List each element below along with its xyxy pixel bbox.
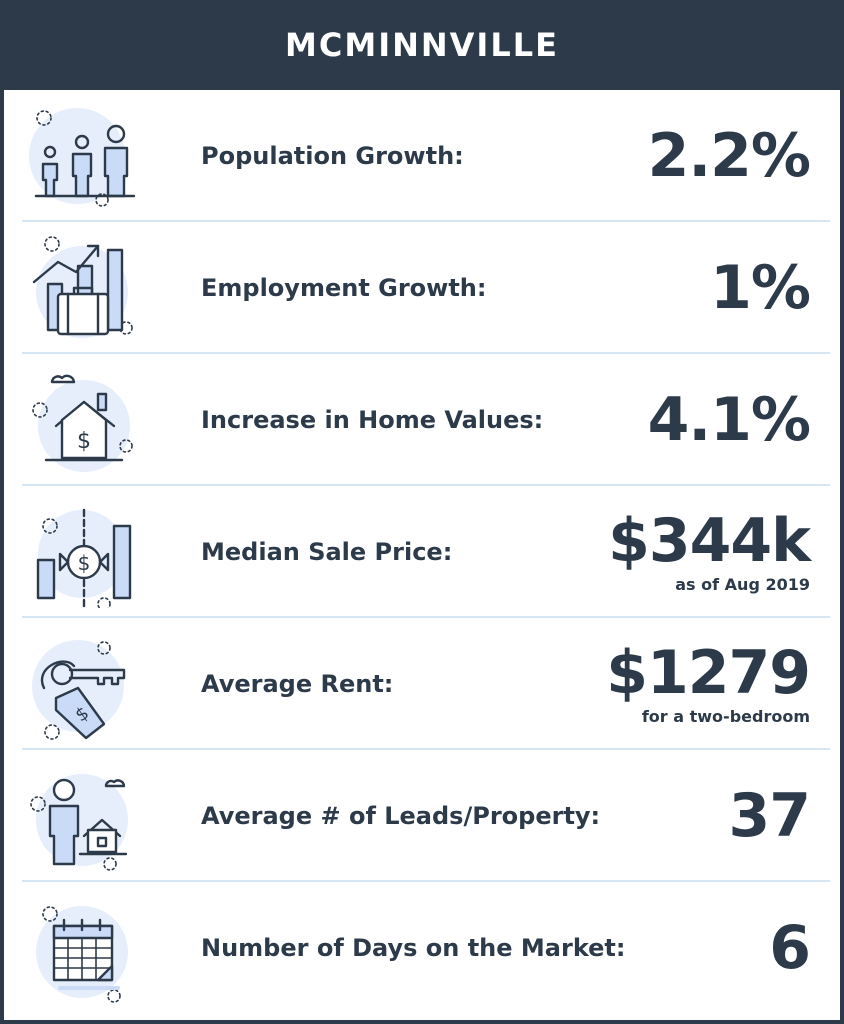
stat-row-employment-growth: Employment Growth: 1% bbox=[22, 222, 830, 354]
header-bar: MCMINNVILLE bbox=[0, 0, 844, 90]
person-house-icon bbox=[30, 774, 128, 871]
divider bbox=[22, 220, 830, 222]
stat-label: Number of Days on the Market: bbox=[197, 934, 630, 964]
stat-row-average-rent: $ Average Rent: $1279 for a two-bedroom bbox=[22, 618, 830, 750]
stat-row-median-sale-price: $ Median Sale Price: $344k as of Aug 201… bbox=[22, 486, 830, 618]
divider bbox=[22, 880, 830, 882]
briefcase-growth-icon bbox=[32, 236, 133, 338]
stat-value: 2.2% bbox=[647, 121, 811, 191]
svg-text:$: $ bbox=[78, 551, 91, 575]
stat-value: 4.1% bbox=[647, 385, 811, 455]
divider bbox=[22, 616, 830, 618]
key-tag-icon: $ bbox=[32, 640, 126, 740]
divider bbox=[22, 484, 830, 486]
stat-note: as of Aug 2019 bbox=[675, 574, 810, 594]
stat-value: 1% bbox=[710, 253, 811, 323]
stat-row-population-growth: Population Growth: 2.2% bbox=[22, 90, 830, 222]
stat-value: $1279 bbox=[606, 637, 811, 708]
stat-label: Median Sale Price: bbox=[197, 538, 457, 568]
stat-label: Average Rent: bbox=[197, 670, 398, 700]
stat-label: Average # of Leads/Property: bbox=[197, 802, 605, 832]
calendar-icon bbox=[36, 906, 128, 1003]
stat-value: 37 bbox=[728, 781, 811, 851]
svg-text:$: $ bbox=[77, 429, 91, 454]
stat-row-leads-per-property: Average # of Leads/Property: 37 bbox=[22, 750, 830, 882]
price-chart-icon: $ bbox=[36, 508, 132, 608]
stat-note: for a two-bedroom bbox=[641, 706, 810, 726]
people-icon bbox=[29, 108, 136, 207]
divider bbox=[22, 352, 830, 354]
divider bbox=[22, 748, 830, 750]
stat-label: Increase in Home Values: bbox=[197, 406, 548, 436]
stat-value: $344k bbox=[608, 505, 811, 576]
stats-panel: Population Growth: 2.2% Employment G bbox=[4, 90, 840, 1020]
page-title: MCMINNVILLE bbox=[285, 26, 559, 64]
stat-label: Population Growth: bbox=[197, 142, 468, 172]
stat-label: Employment Growth: bbox=[197, 274, 491, 304]
stat-value: 6 bbox=[769, 913, 811, 983]
stat-row-days-on-market: Number of Days on the Market: 6 bbox=[22, 882, 830, 1014]
stat-row-home-values: $ Increase in Home Values: 4.1% bbox=[22, 354, 830, 486]
house-dollar-icon: $ bbox=[32, 374, 133, 472]
